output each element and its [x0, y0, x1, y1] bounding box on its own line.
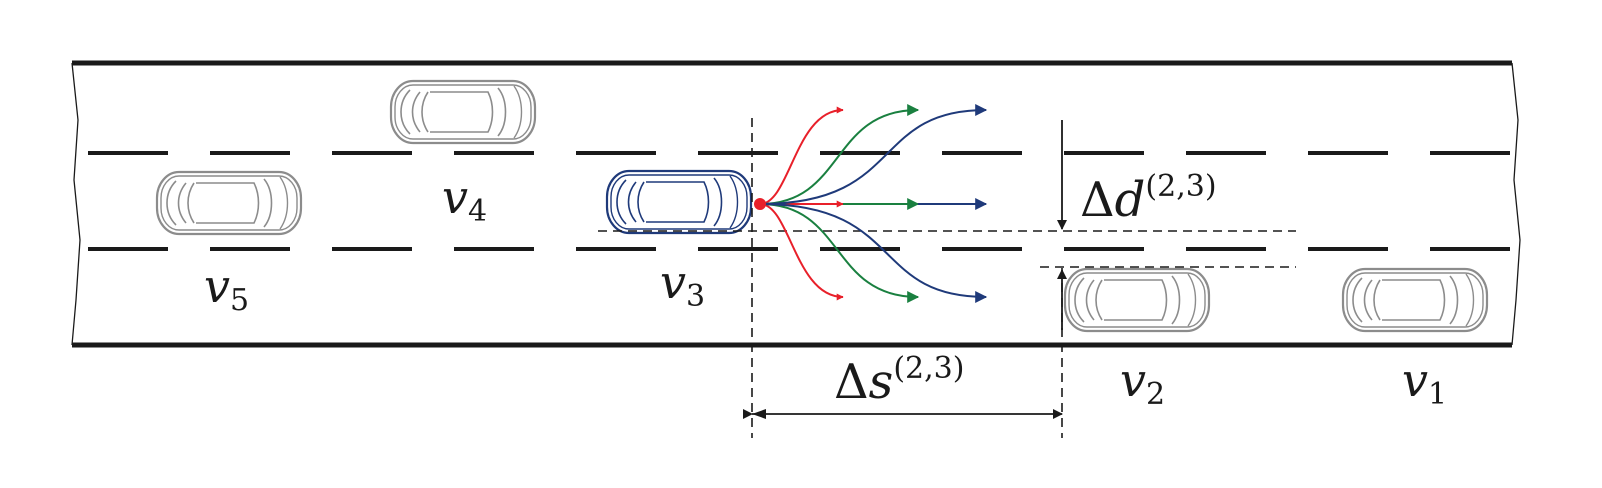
- delta-s-arrow-left-head: [752, 409, 766, 419]
- vehicle-v4-car: [389, 79, 537, 145]
- vehicle-v3-car: [605, 169, 753, 235]
- label-v1: v1: [1402, 353, 1447, 412]
- vehicle-v2-car: [1063, 267, 1211, 333]
- label-delta-s: Δs(2,3): [834, 351, 964, 410]
- label-v5: v5: [204, 259, 249, 318]
- vehicle-v5-car: [155, 170, 303, 236]
- trajectory-blue-right: [759, 203, 988, 303]
- vehicle-v1-car: [1341, 267, 1489, 333]
- trajectory-blue-left: [759, 104, 988, 205]
- label-v2: v2: [1120, 353, 1165, 412]
- label-v3: v3: [660, 255, 705, 314]
- road-right-break: [1511, 62, 1521, 346]
- road-left-break: [71, 62, 81, 346]
- trajectory-green-right: [759, 203, 920, 303]
- label-delta-d: Δd(2,3): [1080, 169, 1217, 228]
- trajectory-green-left: [759, 104, 920, 205]
- trajectory-red-right: [759, 203, 844, 301]
- ego-origin-dot: [754, 198, 766, 210]
- road: [71, 60, 1521, 348]
- candidate-trajectories: [759, 104, 988, 303]
- label-v4: v4: [442, 170, 487, 229]
- trajectory-red-left: [759, 106, 844, 205]
